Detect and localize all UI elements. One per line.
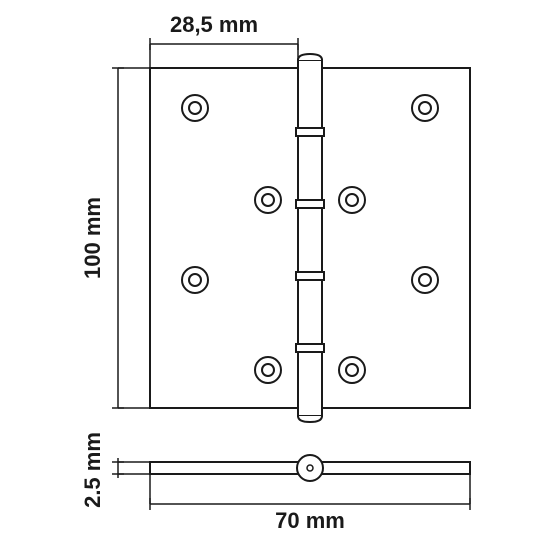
hinge-diagram: 28,5 mm 100 mm 2.5 mm 70 mm	[0, 0, 551, 551]
hinge-side-view	[150, 455, 470, 481]
svg-text:28,5 mm: 28,5 mm	[170, 12, 258, 37]
hinge-front-view	[150, 54, 470, 422]
dimension-lines: 28,5 mm 100 mm 2.5 mm 70 mm	[80, 12, 470, 533]
svg-text:2.5 mm: 2.5 mm	[80, 432, 105, 508]
svg-text:100 mm: 100 mm	[80, 197, 105, 279]
svg-text:70 mm: 70 mm	[275, 508, 345, 533]
